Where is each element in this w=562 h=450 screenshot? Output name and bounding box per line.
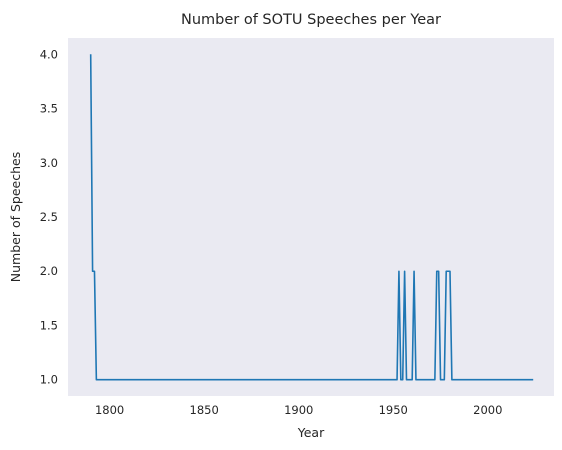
y-tick-label: 4.0 (40, 47, 58, 61)
y-tick-label: 1.5 (40, 318, 58, 332)
x-tick-label: 1800 (95, 403, 124, 417)
x-tick-label: 1850 (190, 403, 219, 417)
x-ticks: 1800 1850 1900 1950 2000 (95, 403, 502, 417)
series-line-0 (89, 54, 534, 381)
x-tick-label: 1900 (284, 403, 313, 417)
y-tick-label: 3.0 (40, 156, 58, 170)
y-tick-label: 2.5 (40, 210, 58, 224)
y-tick-label: 2.0 (40, 264, 58, 278)
y-tick-label: 3.5 (40, 102, 58, 116)
chart-title: Number of SOTU Speeches per Year (181, 12, 441, 28)
x-tick-label: 1950 (379, 403, 408, 417)
y-tick-label: 1.0 (40, 373, 58, 387)
y-ticks: 1.0 1.5 2.0 2.5 3.0 3.5 4.0 (40, 47, 58, 386)
x-axis-label: Year (297, 425, 325, 440)
series-layer (89, 54, 534, 381)
y-axis-label: Number of Speeches (8, 152, 23, 282)
x-tick-label: 2000 (473, 403, 502, 417)
plot-area (68, 38, 554, 396)
